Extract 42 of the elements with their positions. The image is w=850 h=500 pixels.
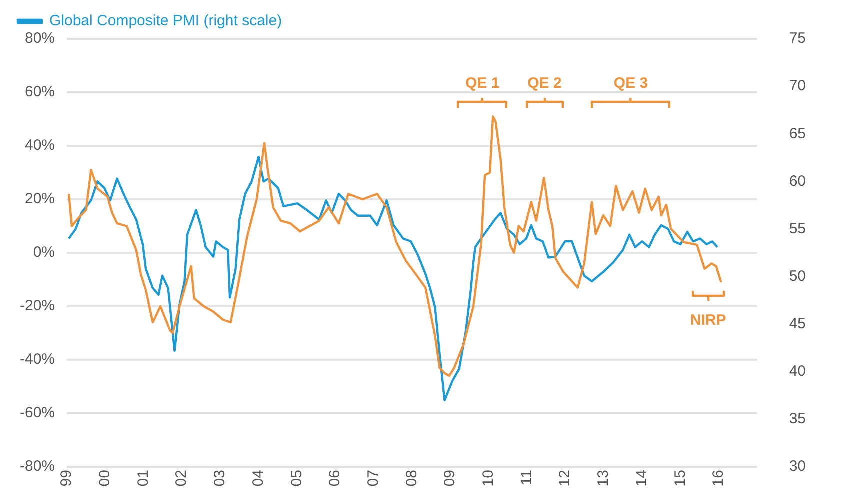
x-tick-label: 10 [480,470,498,487]
y-tick-label: 20% [24,190,56,208]
x-tick-label: 08 [403,470,420,487]
y2-tick-label: 65 [789,125,806,142]
y-tick-label: -60% [20,404,56,422]
x-tick-label: 11 [518,470,536,486]
x-tick-label: 06 [326,470,344,487]
y2-tick-label: 30 [789,458,806,476]
y-tick-label: 80% [24,30,56,48]
x-tick-label: 04 [250,470,267,487]
x-tick-label: 12 [556,470,574,487]
annotation: NIRP [690,312,726,330]
y2-tick-label: 55 [789,220,806,238]
x-tick-label: 03 [212,470,229,487]
x-tick-label: 00 [96,470,114,487]
y-tick-label: -80% [20,458,56,476]
y-tick-label: -40% [20,351,56,368]
x-tick-label: 01 [134,470,152,487]
y2-tick-label: 35 [789,410,806,428]
y-tick-label: 0% [33,244,56,262]
annotation: QE 1 [465,75,500,92]
x-tick-label: 99 [58,470,76,487]
y2-tick-label: 45 [789,315,806,332]
x-tick-label: 14 [633,470,650,487]
y2-tick-label: 40 [789,363,806,380]
y-tick-label: 40% [24,137,56,154]
x-tick-label: 13 [595,470,612,487]
annotation: QE 3 [614,75,648,92]
y-tick-label: -20% [20,298,56,315]
x-tick-label: 02 [173,470,190,487]
y2-tick-label: 50 [789,268,806,285]
y2-tick-label: 70 [789,78,806,95]
legend-label: Global Composite PMI (right scale) [50,12,282,30]
annotation: QE 2 [528,75,562,92]
y2-tick-label: 60 [789,172,806,190]
x-tick-label: 07 [364,470,382,487]
x-tick-label: 16 [710,470,728,487]
x-tick-label: 09 [442,470,459,487]
x-tick-label: 15 [672,470,689,487]
y2-tick-label: 75 [789,30,806,48]
y-tick-label: 60% [24,84,56,101]
x-tick-label: 05 [288,470,306,487]
